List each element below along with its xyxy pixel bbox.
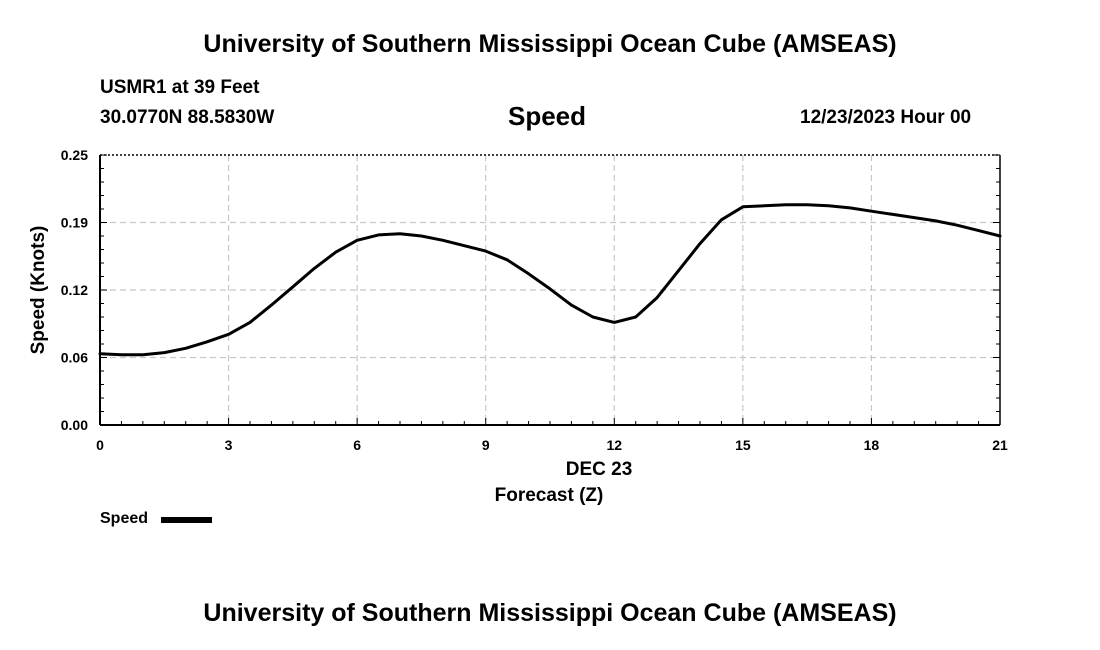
legend-swatch [161, 517, 212, 523]
speed-data-point [849, 207, 851, 209]
speed-data-point [506, 258, 508, 261]
x-tick-label: 21 [992, 437, 1008, 453]
speed-data-point [699, 242, 701, 245]
speed-data-point [249, 321, 251, 324]
datetime-label: 12/23/2023 Hour 00 [800, 107, 972, 128]
speed-data-point [934, 220, 937, 222]
speed-data-point [227, 333, 230, 336]
speed-data-point [549, 288, 551, 290]
x-tick-label: 12 [606, 437, 622, 453]
x-tick-label: 0 [96, 437, 104, 453]
speed-data-point [399, 233, 401, 235]
x-tick-label: 18 [864, 437, 880, 453]
speed-data-point [292, 285, 294, 288]
speed-data-point [356, 239, 358, 242]
speed-data-point [999, 235, 1001, 237]
chart-title: University of Southern Mississippi Ocean… [203, 30, 897, 58]
speed-data-point [742, 206, 744, 208]
speed-data-point [956, 224, 958, 226]
speed-data-point [720, 219, 723, 221]
x-tick-label: 9 [482, 437, 490, 453]
speed-data-point [656, 296, 658, 299]
speed-data-point [677, 269, 680, 272]
x-tick-label: 6 [353, 437, 361, 453]
speed-data-point [977, 229, 980, 232]
station-label: USMR1 at 39 Feet [100, 77, 260, 98]
speed-data-point [206, 341, 208, 343]
x-tick-label: 3 [225, 437, 233, 453]
speed-data-point [892, 213, 894, 216]
speed-data-point [806, 203, 808, 206]
speed-data-point [763, 204, 766, 207]
x-axis-date-label: DEC 23 [566, 459, 633, 480]
speed-data-point [613, 321, 616, 324]
x-axis-title: Forecast (Z) [495, 485, 604, 506]
speed-data-point [184, 347, 187, 350]
speed-data-point [99, 352, 101, 355]
speed-series-line [98, 203, 1002, 357]
speed-data-point [527, 273, 530, 275]
y-tick-label: 0.00 [61, 417, 88, 433]
speed-data-point [484, 250, 487, 252]
speed-data-point [270, 304, 273, 306]
footer-title: University of Southern Mississippi Ocean… [203, 599, 897, 627]
coordinates-label: 30.0770N 88.5830W [100, 107, 275, 128]
speed-data-point [163, 351, 166, 354]
speed-data-point [313, 267, 316, 270]
speed-data-point [142, 354, 144, 356]
legend-label: Speed [100, 510, 149, 527]
speed-data-point [570, 304, 573, 306]
variable-label: Speed [508, 101, 587, 131]
speed-data-point [827, 204, 830, 207]
speed-data-point [463, 244, 466, 247]
x-tick-label: 15 [735, 437, 751, 453]
y-tick-label: 0.19 [61, 215, 88, 231]
speed-data-point [592, 316, 594, 318]
y-axis-title: Speed (Knots) [28, 226, 49, 355]
speed-data-point [913, 216, 916, 219]
speed-data-point [634, 316, 637, 318]
speed-data-point [420, 235, 423, 237]
speed-data-point [377, 234, 380, 236]
speed-data-point [442, 239, 444, 242]
speed-data-point [870, 210, 873, 212]
y-tick-label: 0.06 [61, 350, 88, 366]
y-tick-label: 0.12 [61, 282, 88, 298]
y-tick-label: 0.25 [61, 147, 88, 163]
speed-data-point [120, 354, 123, 356]
speed-data-point [784, 203, 787, 206]
speed-data-point [334, 251, 337, 253]
